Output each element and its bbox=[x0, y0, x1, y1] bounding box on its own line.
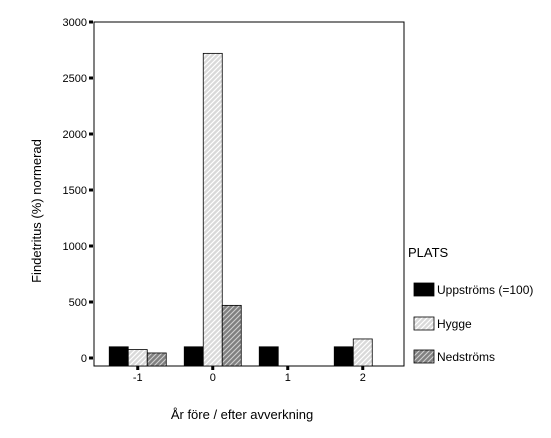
y-tick bbox=[89, 300, 93, 304]
plot-area bbox=[93, 21, 405, 367]
x-tick bbox=[361, 366, 365, 370]
y-tick bbox=[89, 188, 93, 192]
bar bbox=[258, 346, 279, 367]
x-tick bbox=[136, 366, 140, 370]
x-tick bbox=[211, 366, 215, 370]
y-tick-label: 1500 bbox=[63, 185, 87, 197]
legend-label: Uppströms (=100) bbox=[437, 283, 533, 297]
bars bbox=[108, 52, 373, 367]
x-tick bbox=[286, 366, 290, 370]
bar bbox=[127, 349, 148, 367]
y-tick bbox=[89, 356, 93, 360]
y-tick bbox=[89, 244, 93, 248]
x-tick-label: -1 bbox=[133, 372, 143, 384]
bar bbox=[183, 346, 204, 367]
legend-swatch bbox=[413, 316, 435, 331]
legend: PLATS Uppströms (=100) Hygge Nedströms bbox=[408, 245, 533, 364]
bar bbox=[108, 346, 129, 367]
y-tick-label: 2500 bbox=[63, 73, 87, 85]
y-tick bbox=[89, 76, 93, 80]
y-tick-label: 2000 bbox=[63, 129, 87, 141]
x-axis-title: År före / efter avverkning bbox=[171, 407, 313, 422]
y-tick-label: 3000 bbox=[63, 17, 87, 29]
legend-label: Hygge bbox=[437, 317, 472, 331]
y-tick bbox=[89, 20, 93, 24]
y-axis-title: Findetritus (%) normerad bbox=[29, 139, 44, 283]
legend-swatch bbox=[413, 282, 435, 297]
y-axis: 0 500 1000 1500 2000 2500 3000 bbox=[63, 17, 93, 365]
bar bbox=[146, 352, 167, 367]
x-axis: -1 0 1 2 bbox=[133, 366, 366, 384]
y-tick bbox=[89, 132, 93, 136]
y-tick-label: 500 bbox=[69, 297, 87, 309]
legend-title: PLATS bbox=[408, 245, 449, 260]
bar bbox=[333, 346, 354, 367]
x-tick-label: 1 bbox=[285, 372, 291, 384]
bar bbox=[202, 52, 223, 367]
y-tick-label: 1000 bbox=[63, 241, 87, 253]
x-tick-label: 2 bbox=[360, 372, 366, 384]
bar bbox=[221, 304, 242, 367]
legend-swatch bbox=[413, 349, 435, 364]
y-tick-label: 0 bbox=[81, 353, 87, 365]
x-tick-label: 0 bbox=[210, 372, 216, 384]
legend-label: Nedströms bbox=[437, 350, 495, 364]
bar bbox=[352, 338, 373, 367]
